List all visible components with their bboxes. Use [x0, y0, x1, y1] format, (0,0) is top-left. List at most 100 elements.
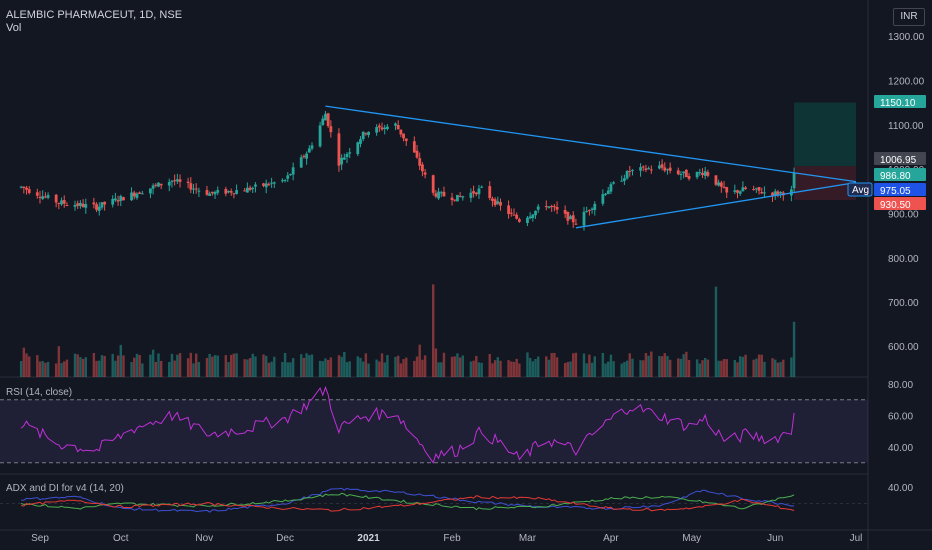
candle-body — [555, 206, 559, 210]
candle-body — [216, 190, 220, 193]
rsi-band-fill — [0, 399, 868, 463]
volume-bar — [173, 360, 176, 377]
candle-body — [423, 172, 427, 175]
volume-bar — [534, 358, 537, 377]
candle-body — [111, 198, 115, 205]
volume-bar — [706, 359, 710, 377]
time-tick-label: Feb — [443, 533, 461, 544]
candle-body — [590, 208, 594, 210]
volume-bar — [493, 360, 497, 377]
candle-body — [167, 182, 171, 186]
candle-body — [235, 190, 238, 194]
candle-body — [526, 217, 529, 224]
price-label: 930.50 — [880, 200, 911, 211]
candle-body — [434, 193, 438, 197]
volume-bar — [216, 355, 219, 377]
candle-body — [792, 172, 796, 189]
price-tick-label: 1200.00 — [888, 76, 925, 87]
candle-body — [507, 205, 510, 214]
candle-body — [585, 210, 589, 212]
candle-body — [19, 186, 23, 188]
price-label-bg — [874, 95, 926, 108]
candle-body — [27, 189, 31, 193]
volume-bar — [224, 355, 228, 377]
volume-bar — [469, 361, 473, 377]
volume-bar — [186, 358, 190, 377]
volume-bar — [157, 353, 160, 377]
candle-body — [132, 192, 136, 197]
volume-bar — [308, 355, 311, 377]
candle-body — [534, 210, 537, 216]
rsi-line — [20, 385, 795, 464]
adx-tick-label: 40.00 — [888, 483, 913, 494]
volume-bar — [698, 363, 702, 377]
candle-body — [738, 191, 742, 194]
volume-bar — [607, 361, 610, 377]
volume-bar — [531, 361, 535, 377]
candle-body — [307, 148, 311, 153]
candle-body — [318, 125, 322, 147]
volume-bar — [757, 354, 761, 377]
candle-body — [488, 186, 492, 199]
candle-body — [631, 169, 634, 171]
volume-bar — [213, 355, 217, 377]
currency-badge[interactable]: INR — [893, 8, 925, 26]
candle-body — [305, 153, 309, 159]
adx-series-line — [21, 487, 795, 513]
candle-body — [38, 196, 42, 198]
volume-bar — [57, 346, 61, 377]
candle-body — [232, 193, 236, 195]
candle-body — [224, 188, 228, 194]
candle-body — [262, 183, 265, 186]
volume-bar — [130, 361, 133, 377]
candle-body — [205, 190, 209, 195]
candle-body — [154, 184, 158, 186]
volume-bar — [248, 358, 252, 377]
candle-body — [367, 131, 370, 136]
candle-body — [701, 172, 704, 175]
volume-bar — [380, 353, 384, 377]
candle-body — [499, 201, 502, 206]
time-tick-label: Dec — [276, 533, 294, 544]
volume-bar — [660, 356, 664, 377]
volume-bar — [437, 362, 440, 377]
volume-bar — [375, 359, 378, 377]
volume-bar — [421, 359, 424, 377]
candle-body — [741, 187, 745, 192]
volume-bar — [628, 353, 631, 377]
price-label-bg — [874, 168, 926, 181]
adx-legend[interactable]: ADX and DI for v4 (14, 20) — [6, 483, 124, 494]
price-label-bg — [874, 183, 926, 196]
price-tick-label: 700.00 — [888, 298, 919, 309]
candle-body — [587, 210, 591, 212]
volume-bar — [590, 362, 594, 377]
volume-bar — [658, 356, 661, 377]
time-tick-label: Jun — [767, 533, 783, 544]
volume-bars — [19, 284, 796, 377]
volume-bar — [782, 359, 785, 377]
volume-bar — [760, 354, 763, 377]
candle-body — [380, 127, 384, 130]
volume-bar — [289, 362, 292, 377]
candle-body — [73, 204, 77, 207]
volume-bar — [232, 353, 236, 377]
volume-bar — [329, 357, 333, 377]
volume-bar — [396, 355, 400, 377]
candle-body — [272, 182, 276, 184]
time-tick-label: May — [682, 533, 701, 544]
volume-bar — [364, 353, 368, 377]
volume-bar — [149, 354, 152, 377]
volume-bar — [553, 352, 556, 377]
volume-bar — [356, 356, 359, 377]
volume-bar — [194, 353, 198, 377]
candle-body — [706, 172, 710, 176]
volume-legend[interactable]: Vol — [6, 22, 22, 34]
candle-body — [135, 193, 139, 198]
volume-bar — [343, 351, 346, 377]
symbol-title[interactable]: ALEMBIC PHARMACEUT, 1D, NSE — [6, 9, 183, 21]
volume-bar — [685, 351, 688, 377]
rsi-legend[interactable]: RSI (14, close) — [6, 387, 73, 398]
candle-body — [668, 167, 672, 171]
volume-bar — [601, 352, 605, 377]
